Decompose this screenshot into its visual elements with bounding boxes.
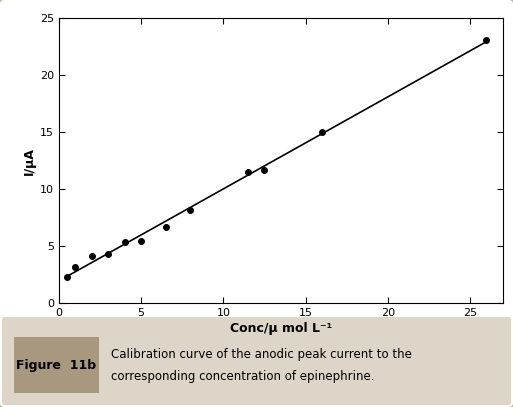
Y-axis label: I/μA: I/μA <box>23 147 36 175</box>
FancyBboxPatch shape <box>14 337 99 393</box>
Text: Figure  11b: Figure 11b <box>16 359 96 372</box>
Text: corresponding concentration of epinephrine.: corresponding concentration of epinephri… <box>111 370 374 383</box>
Text: Calibration curve of the anodic peak current to the: Calibration curve of the anodic peak cur… <box>111 348 412 361</box>
X-axis label: Conc/μ mol L⁻¹: Conc/μ mol L⁻¹ <box>230 322 332 335</box>
FancyBboxPatch shape <box>2 317 511 405</box>
